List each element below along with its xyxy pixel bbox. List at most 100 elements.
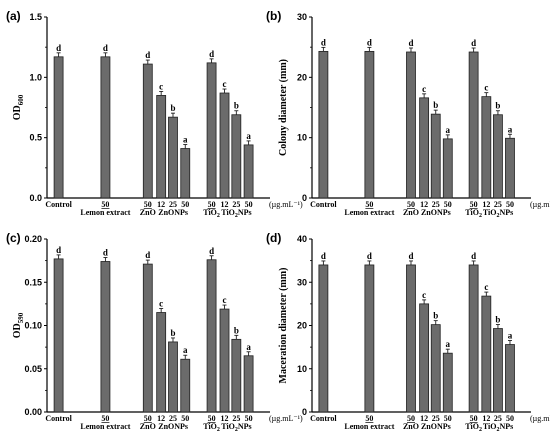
dose-label: 50 xyxy=(444,414,452,423)
dose-label: 50 xyxy=(144,414,152,423)
significance-label: d xyxy=(209,246,214,256)
significance-label: c xyxy=(223,295,227,305)
y-tick-label: 0.10 xyxy=(24,321,42,331)
bar xyxy=(231,114,242,199)
bar xyxy=(442,352,453,413)
dose-label: 12 xyxy=(482,200,490,209)
y-axis-label: Colony diameter (mm) xyxy=(278,59,289,156)
concentration-unit: (µg.mL⁻¹) xyxy=(530,200,550,209)
significance-label: d xyxy=(408,251,413,261)
significance-label: d xyxy=(471,251,476,261)
dose-label: 50 xyxy=(407,414,415,423)
bar xyxy=(243,355,254,413)
dose-label: 25 xyxy=(494,414,502,423)
bar xyxy=(493,114,503,199)
significance-label: c xyxy=(159,81,163,91)
dose-label: 25 xyxy=(169,200,177,209)
significance-label: c xyxy=(484,282,488,292)
bar xyxy=(505,137,515,199)
dose-label: 25 xyxy=(232,200,240,209)
bar xyxy=(180,358,191,413)
significance-label: d xyxy=(408,38,413,48)
y-tick-label: 0.00 xyxy=(24,407,42,417)
significance-label: a xyxy=(508,331,513,341)
category-label: Lemon extract xyxy=(344,208,394,217)
dose-label: 12 xyxy=(221,414,229,423)
significance-label: c xyxy=(159,299,163,309)
y-tick-label: 0.0 xyxy=(29,193,42,203)
category-label: ZnONPs xyxy=(421,208,451,217)
y-tick-label: 0.15 xyxy=(24,277,42,287)
y-tick-label: 30 xyxy=(297,12,307,22)
category-label: TiO2 xyxy=(203,208,220,219)
significance-label: d xyxy=(56,245,61,255)
significance-label: a xyxy=(183,345,188,355)
dose-label: 25 xyxy=(169,414,177,423)
y-tick-label: 10 xyxy=(297,364,307,374)
panel-letter: (a) xyxy=(6,9,21,23)
significance-label: d xyxy=(103,43,108,53)
category-label: ZnO xyxy=(403,422,419,431)
significance-label: a xyxy=(446,125,451,135)
significance-label: b xyxy=(433,100,438,110)
dose-label: 50 xyxy=(245,414,253,423)
bar xyxy=(468,264,479,413)
dose-label: 50 xyxy=(245,200,253,209)
dose-label: 50 xyxy=(506,200,514,209)
category-label: Lemon extract xyxy=(80,422,130,431)
significance-label: d xyxy=(56,43,61,53)
y-tick-label: 0 xyxy=(302,193,307,203)
dose-label: 50 xyxy=(208,414,216,423)
chart-panel-3: (d) 0 10 20 30 40 Maceration diameter (mm) d Con… xyxy=(266,231,550,433)
significance-label: d xyxy=(367,37,372,47)
y-axis-label: Maceration diameter (mm) xyxy=(278,268,289,384)
bar xyxy=(206,259,217,413)
significance-label: b xyxy=(170,103,175,113)
significance-label: a xyxy=(446,339,451,349)
panel-letter: (b) xyxy=(266,9,281,23)
bar xyxy=(364,264,375,413)
dose-label: 50 xyxy=(208,200,216,209)
category-label: TiO2NPs xyxy=(221,422,251,433)
y-tick-label: 40 xyxy=(297,234,307,244)
significance-label: b xyxy=(495,101,500,111)
significance-label: c xyxy=(223,79,227,89)
significance-label: b xyxy=(495,315,500,325)
dose-label: 50 xyxy=(101,200,109,209)
concentration-unit: (µg.mL⁻¹) xyxy=(269,414,303,423)
y-axis-label: OD590 xyxy=(12,312,25,338)
category-label: Control xyxy=(45,414,72,423)
category-label: Control xyxy=(310,200,337,209)
bar xyxy=(168,341,178,413)
bar xyxy=(180,148,191,199)
concentration-unit: (µg.mL⁻¹) xyxy=(269,200,303,209)
category-label: ZnONPs xyxy=(158,422,188,431)
category-label: ZnO xyxy=(403,208,419,217)
bar xyxy=(100,261,111,413)
bar xyxy=(100,56,111,199)
significance-label: a xyxy=(246,342,251,352)
significance-label: d xyxy=(145,250,150,260)
dose-label: 50 xyxy=(444,200,452,209)
significance-label: b xyxy=(433,311,438,321)
significance-label: d xyxy=(367,251,372,261)
bar xyxy=(318,50,329,199)
panel-letter: (d) xyxy=(266,231,281,245)
dose-label: 12 xyxy=(420,200,428,209)
category-label: TiO2NPs xyxy=(221,208,251,219)
significance-label: c xyxy=(422,84,426,94)
bar xyxy=(219,92,230,199)
bar xyxy=(142,263,153,413)
significance-label: d xyxy=(321,251,326,261)
dose-label: 12 xyxy=(157,200,165,209)
significance-label: b xyxy=(234,101,239,111)
dose-label: 12 xyxy=(157,414,165,423)
dose-label: 50 xyxy=(144,200,152,209)
y-tick-label: 1.0 xyxy=(29,72,42,82)
bar xyxy=(406,264,416,413)
dose-label: 50 xyxy=(470,414,478,423)
dose-label: 50 xyxy=(470,200,478,209)
category-label: Control xyxy=(45,200,72,209)
